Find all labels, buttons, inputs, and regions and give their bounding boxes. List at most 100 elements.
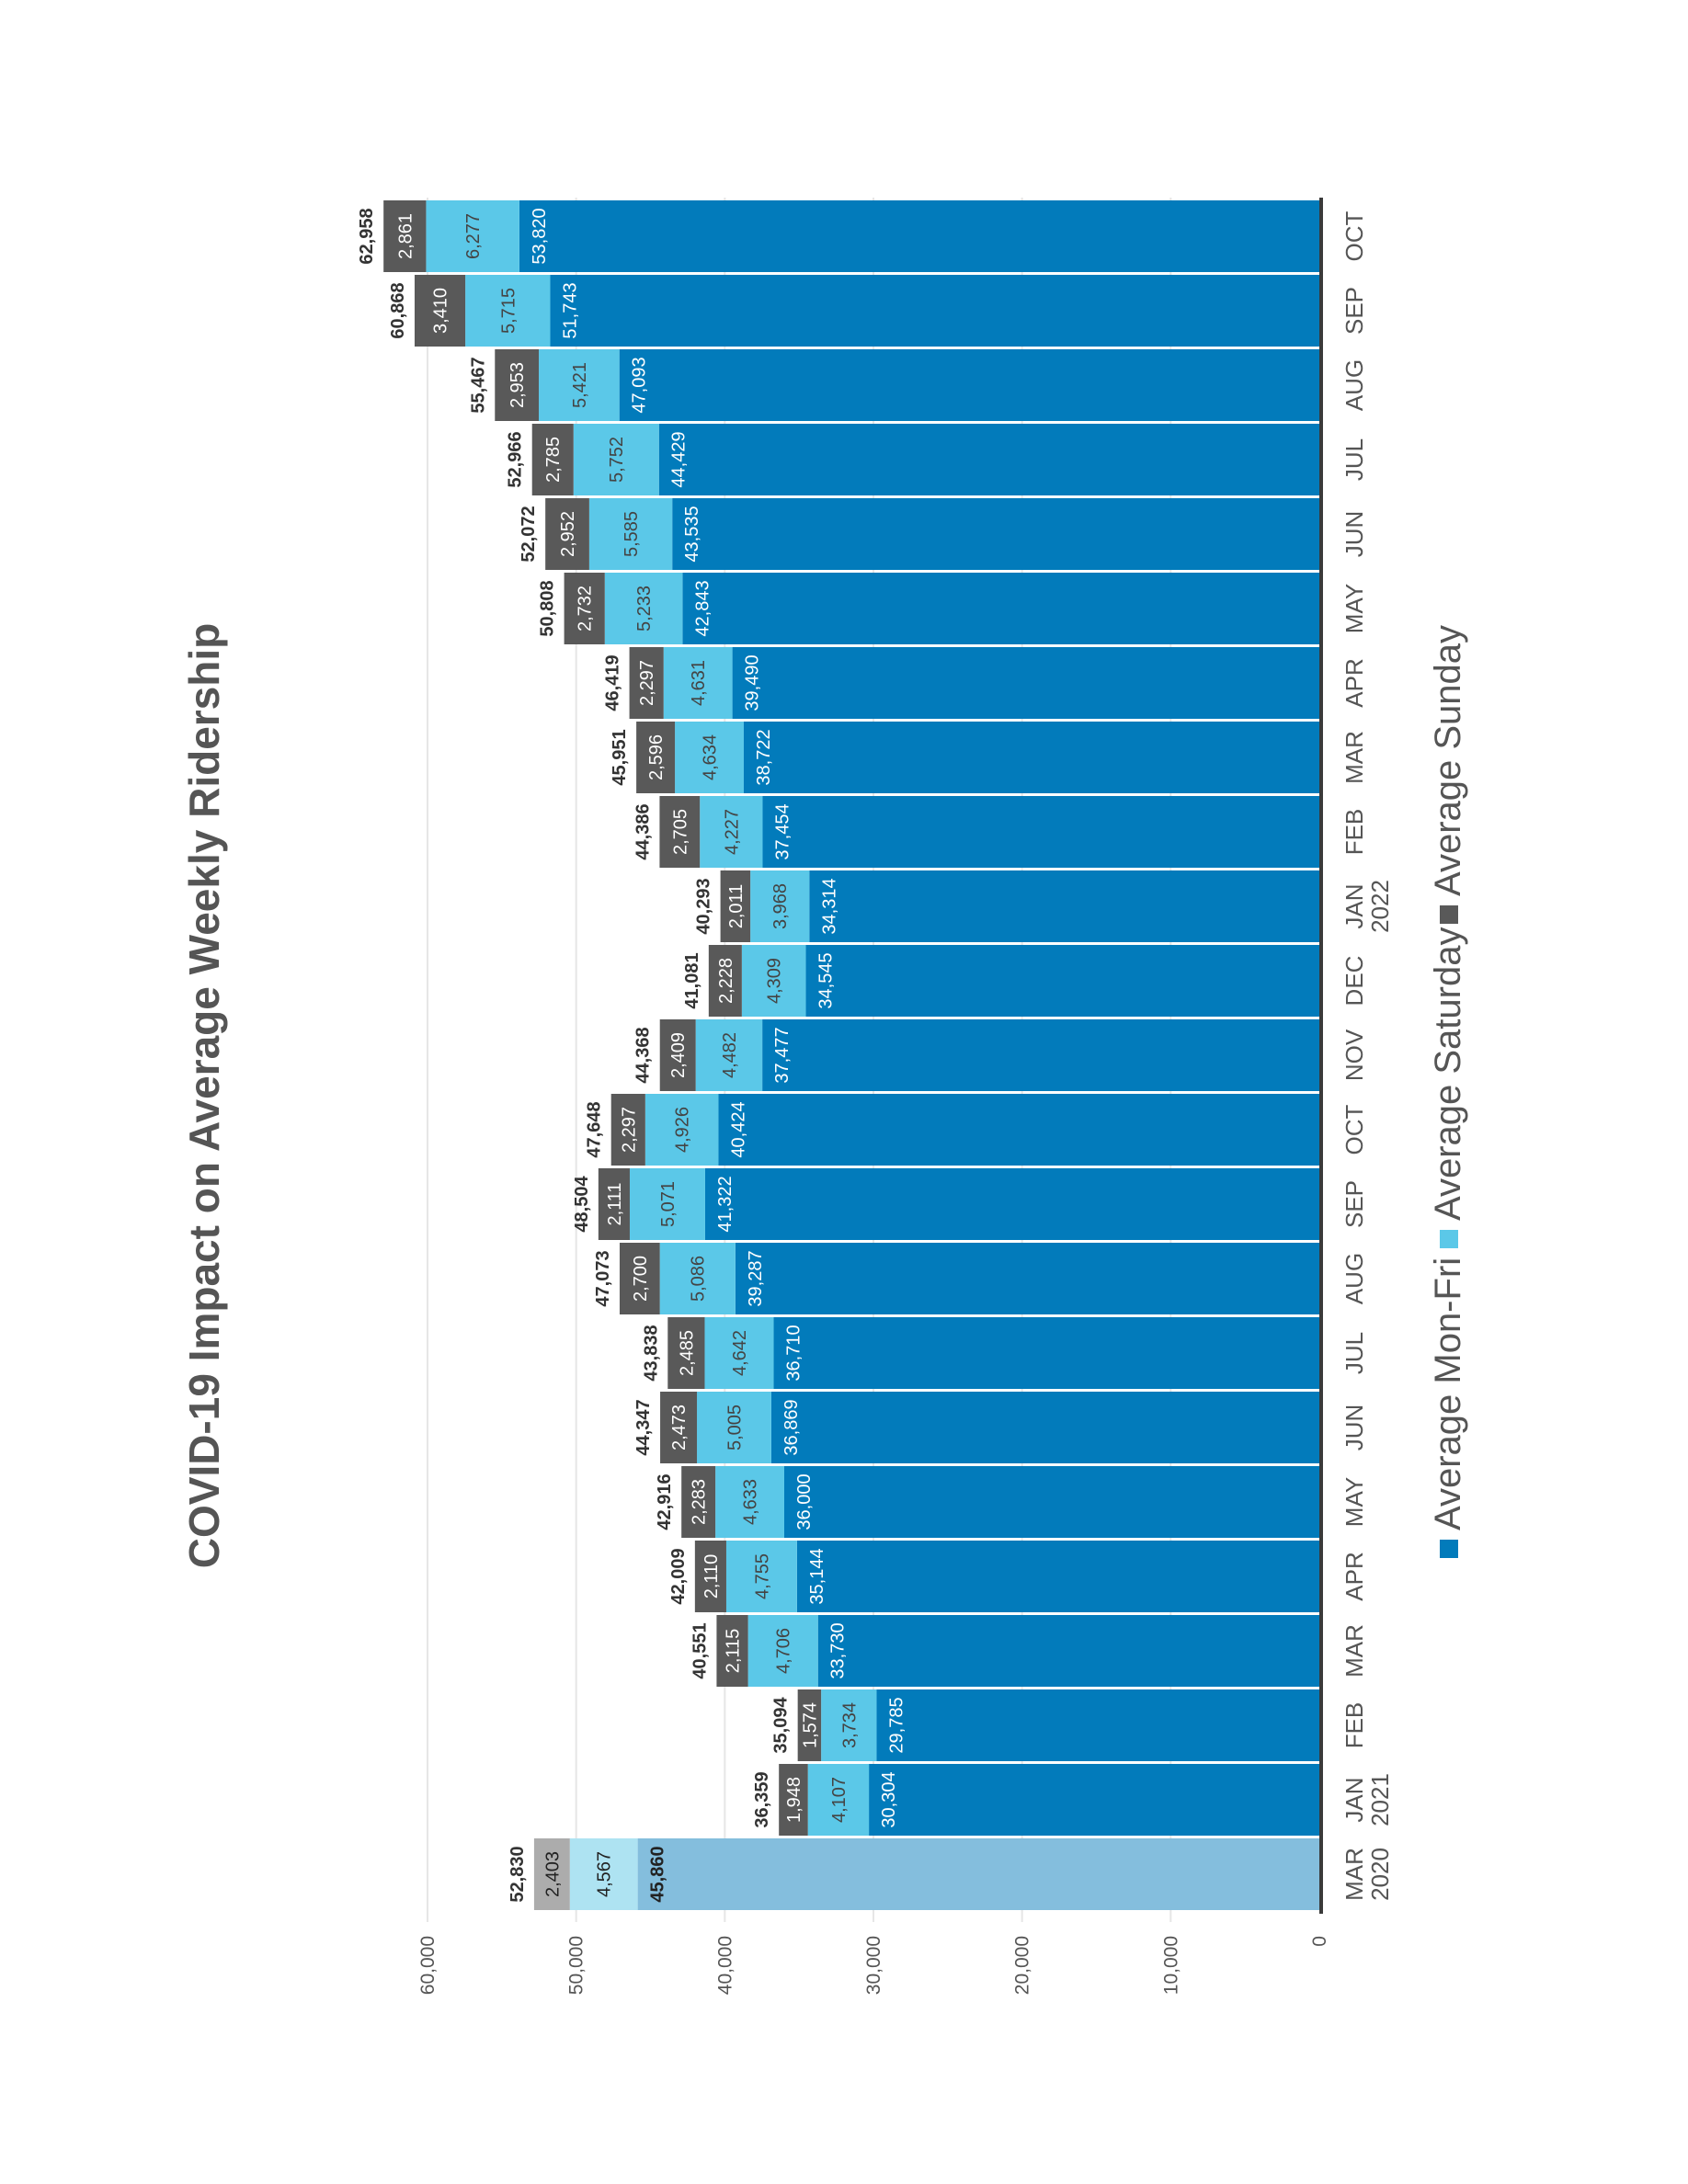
bar-segment xyxy=(569,1838,638,1910)
y-axis: 0 10,000 20,000 30,000 40,000 50,000 60,000 xyxy=(417,1936,1330,1995)
data-label: 36,710 xyxy=(784,1325,804,1381)
bar-segment xyxy=(667,1317,705,1389)
bar-segment xyxy=(796,1541,1319,1612)
bar-segment xyxy=(663,647,733,719)
bar-segment xyxy=(718,1094,1319,1166)
data-label: 2,403 xyxy=(542,1851,563,1897)
x-tick-label: AUG xyxy=(1340,359,1368,411)
bar-segment xyxy=(545,498,589,570)
data-label: 4,706 xyxy=(774,1628,794,1674)
x-tick-label: FEB xyxy=(1340,809,1368,856)
bar-segment xyxy=(672,498,1319,570)
bar-segment xyxy=(610,1094,645,1166)
data-label: 4,633 xyxy=(741,1479,761,1525)
data-label: 30,304 xyxy=(879,1771,899,1827)
legend-label: Average Mon-Fri xyxy=(1428,1257,1468,1530)
total-label: 47,648 xyxy=(585,1101,605,1157)
data-label: 51,743 xyxy=(560,282,580,338)
bar-segment xyxy=(704,1168,1319,1240)
bar-segment xyxy=(704,1317,774,1389)
bar-segment xyxy=(414,275,466,347)
total-label: 52,966 xyxy=(506,431,526,487)
bar-segment xyxy=(869,1764,1319,1836)
x-tick-year-label: 2021 xyxy=(1366,1773,1394,1826)
total-label: 42,916 xyxy=(655,1473,675,1530)
legend-swatch xyxy=(1440,905,1458,924)
bar-segment xyxy=(805,945,1319,1017)
legend-swatch xyxy=(1440,1230,1458,1248)
data-label: 5,086 xyxy=(689,1256,709,1302)
data-label: 2,228 xyxy=(716,958,736,1004)
x-tick-label: SEP xyxy=(1340,287,1368,335)
bar-segment xyxy=(637,1838,1319,1910)
x-tick-label: NOV xyxy=(1340,1029,1368,1081)
bar-segment xyxy=(715,1466,785,1538)
y-tick-label: 50,000 xyxy=(566,1936,587,1995)
data-label: 4,309 xyxy=(765,958,785,1004)
bar-segment xyxy=(533,1838,570,1910)
bar-segment xyxy=(539,349,620,421)
bar-segment xyxy=(658,424,1319,495)
data-label: 4,634 xyxy=(701,734,721,780)
bar-segment xyxy=(770,1392,1319,1463)
bar-segment xyxy=(564,573,605,644)
bar-segment xyxy=(531,424,574,495)
bar-segment xyxy=(604,573,683,644)
y-tick-label: 60,000 xyxy=(417,1936,439,1995)
bar-segment xyxy=(700,796,763,868)
data-label: 5,005 xyxy=(724,1405,745,1450)
bar-segment xyxy=(741,945,806,1017)
data-label: 33,730 xyxy=(828,1622,849,1678)
x-tick-label: JAN xyxy=(1340,883,1368,928)
data-label: 5,715 xyxy=(498,288,519,334)
data-label: 39,490 xyxy=(743,654,763,711)
bar-segment xyxy=(644,1094,719,1166)
bar-segment xyxy=(725,1541,797,1612)
x-tick-label: MAY xyxy=(1340,584,1368,633)
bar-segment xyxy=(675,722,744,793)
data-label: 6,277 xyxy=(463,213,484,259)
bar-segment xyxy=(720,870,751,942)
bar-segment xyxy=(588,498,673,570)
total-label: 42,009 xyxy=(668,1548,689,1604)
data-label: 4,926 xyxy=(673,1107,693,1153)
total-label: 45,951 xyxy=(610,729,630,785)
data-label: 40,424 xyxy=(728,1101,748,1157)
y-tick-label: 0 xyxy=(1309,1936,1330,1947)
total-label: 52,830 xyxy=(508,1846,528,1902)
data-label: 2,705 xyxy=(670,809,690,855)
data-label: 37,477 xyxy=(772,1027,793,1083)
data-label: 2,473 xyxy=(669,1405,690,1450)
y-tick-label: 30,000 xyxy=(863,1936,884,1995)
data-label: 42,843 xyxy=(692,580,713,636)
bar-segment xyxy=(697,1392,771,1463)
bar-segment xyxy=(797,1689,822,1761)
total-label: 35,094 xyxy=(771,1697,792,1754)
data-label: 38,722 xyxy=(754,729,774,785)
bar-segment xyxy=(695,1019,763,1091)
data-label: 53,820 xyxy=(530,208,550,264)
bar-segment xyxy=(660,1392,698,1463)
bar-segment xyxy=(807,1764,870,1836)
bar-segment xyxy=(682,573,1319,644)
data-label: 2,283 xyxy=(690,1479,710,1525)
x-tick-label: JUN xyxy=(1340,1405,1368,1451)
data-label: 2,596 xyxy=(646,734,667,780)
data-label: 2,297 xyxy=(637,660,657,706)
data-label: 2,785 xyxy=(543,437,564,483)
data-label: 43,535 xyxy=(682,506,702,562)
bar-segment xyxy=(779,1764,808,1836)
x-tick-label: DEC xyxy=(1340,956,1368,1007)
total-label: 44,368 xyxy=(633,1027,654,1083)
data-label: 2,732 xyxy=(576,586,596,631)
data-label: 5,421 xyxy=(570,362,590,408)
data-label: 4,755 xyxy=(752,1553,772,1599)
data-label: 2,485 xyxy=(677,1330,697,1376)
data-label: 3,734 xyxy=(839,1702,860,1748)
legend-label: Average Saturday xyxy=(1428,927,1468,1221)
bar-segment xyxy=(694,1541,726,1612)
bar-segment xyxy=(681,1466,716,1538)
legend: Average Mon-Fri Average Saturday Average S… xyxy=(1428,625,1468,1558)
total-label: 62,958 xyxy=(357,208,377,264)
